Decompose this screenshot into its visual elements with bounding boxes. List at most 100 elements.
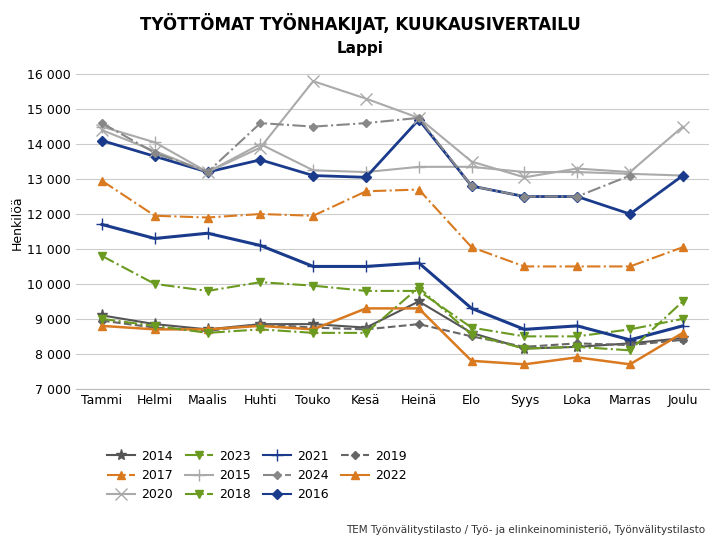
- 2017: [203, 214, 212, 221]
- 2018: [573, 333, 582, 340]
- 2015: [626, 171, 634, 177]
- 2015: [361, 169, 370, 176]
- 2023: [520, 346, 528, 352]
- 2018: [678, 316, 687, 322]
- 2018: [626, 326, 634, 333]
- 2023: [573, 343, 582, 350]
- Line: 2014: 2014: [96, 296, 688, 354]
- 2017: [150, 213, 159, 219]
- 2022: [415, 305, 423, 312]
- 2019: [256, 321, 265, 327]
- 2021: [256, 242, 265, 249]
- 2014: [309, 321, 318, 327]
- 2014: [98, 312, 107, 319]
- 2016: [203, 169, 212, 176]
- 2024: [309, 123, 318, 130]
- 2023: [361, 329, 370, 336]
- 2021: [467, 305, 476, 312]
- 2019: [573, 340, 582, 347]
- 2023: [678, 298, 687, 305]
- 2020: [520, 174, 528, 180]
- 2018: [361, 288, 370, 294]
- Text: Lappi: Lappi: [336, 40, 384, 56]
- 2014: [203, 326, 212, 333]
- 2020: [361, 96, 370, 102]
- 2017: [361, 188, 370, 194]
- 2020: [626, 169, 634, 176]
- Line: 2019: 2019: [99, 318, 685, 349]
- 2015: [309, 167, 318, 173]
- 2019: [309, 325, 318, 331]
- 2014: [626, 340, 634, 347]
- 2019: [678, 336, 687, 343]
- 2023: [626, 347, 634, 354]
- 2014: [361, 325, 370, 331]
- 2020: [309, 78, 318, 84]
- 2018: [467, 325, 476, 331]
- 2020: [678, 123, 687, 130]
- 2022: [203, 326, 212, 333]
- 2024: [573, 193, 582, 200]
- 2021: [309, 263, 318, 269]
- 2019: [467, 333, 476, 340]
- 2014: [573, 343, 582, 350]
- Text: TEM Työnvälitystilasto / Työ- ja elinkeinoministeriö, Työnvälitystilasto: TEM Työnvälitystilasto / Työ- ja elinkei…: [346, 524, 706, 535]
- 2023: [98, 316, 107, 322]
- 2017: [678, 244, 687, 251]
- 2024: [467, 183, 476, 190]
- 2014: [150, 321, 159, 327]
- 2022: [678, 329, 687, 336]
- 2021: [203, 230, 212, 237]
- Text: TYÖTTÖMAT TYÖNHAKIJAT, KUUKAUSIVERTAILU: TYÖTTÖMAT TYÖNHAKIJAT, KUUKAUSIVERTAILU: [140, 14, 580, 35]
- Line: 2016: 2016: [99, 116, 686, 218]
- 2021: [98, 221, 107, 228]
- 2023: [415, 284, 423, 291]
- 2017: [467, 244, 476, 251]
- 2015: [415, 164, 423, 170]
- 2015: [256, 141, 265, 147]
- 2023: [309, 329, 318, 336]
- 2016: [520, 193, 528, 200]
- 2021: [678, 322, 687, 329]
- 2022: [626, 361, 634, 368]
- 2024: [256, 120, 265, 126]
- Y-axis label: Henkilöä: Henkilöä: [11, 195, 24, 250]
- 2024: [520, 193, 528, 200]
- 2017: [98, 178, 107, 184]
- Line: 2015: 2015: [96, 121, 688, 181]
- 2021: [573, 322, 582, 329]
- Line: 2023: 2023: [98, 284, 687, 355]
- 2016: [361, 174, 370, 180]
- 2016: [98, 137, 107, 144]
- 2018: [98, 253, 107, 259]
- Line: 2018: 2018: [98, 252, 687, 341]
- 2015: [467, 164, 476, 170]
- 2024: [150, 150, 159, 156]
- 2021: [415, 260, 423, 266]
- 2021: [520, 326, 528, 333]
- Line: 2022: 2022: [98, 304, 687, 368]
- 2019: [203, 328, 212, 334]
- 2016: [626, 211, 634, 217]
- 2017: [309, 213, 318, 219]
- 2021: [361, 263, 370, 269]
- 2016: [467, 183, 476, 190]
- 2018: [256, 279, 265, 286]
- 2022: [256, 322, 265, 329]
- 2020: [256, 144, 265, 151]
- Line: 2017: 2017: [98, 177, 687, 271]
- 2015: [203, 169, 212, 176]
- 2022: [520, 361, 528, 368]
- 2014: [415, 298, 423, 305]
- 2017: [256, 211, 265, 217]
- 2020: [573, 165, 582, 172]
- 2017: [626, 263, 634, 269]
- 2016: [415, 117, 423, 123]
- 2014: [678, 335, 687, 341]
- Line: 2024: 2024: [99, 115, 633, 199]
- 2023: [467, 332, 476, 338]
- 2015: [520, 169, 528, 176]
- 2019: [520, 343, 528, 350]
- 2024: [361, 120, 370, 126]
- 2015: [573, 169, 582, 176]
